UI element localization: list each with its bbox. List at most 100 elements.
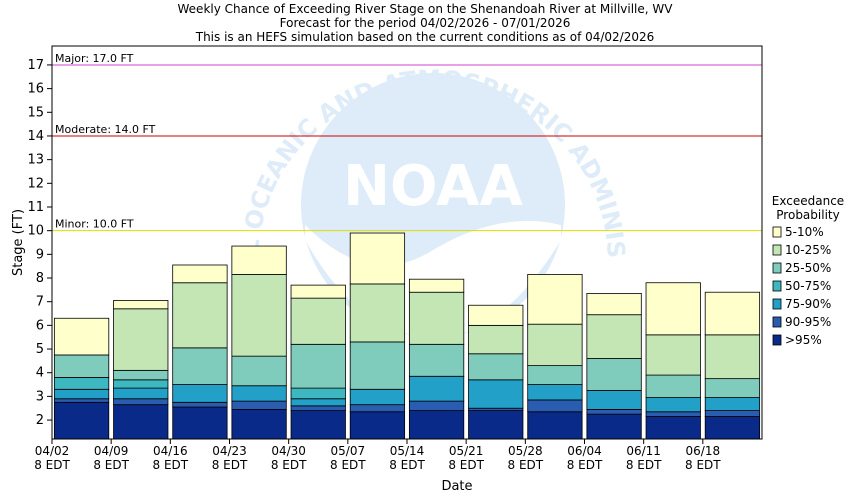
y-tick-label: 17	[27, 58, 44, 73]
x-tick-label: 06/11	[626, 444, 661, 458]
bar-segment	[408, 343, 465, 377]
bar-segment	[704, 378, 761, 398]
bar-segment	[645, 334, 701, 376]
bar-segment	[408, 400, 465, 411]
x-tick-label: 05/14	[390, 444, 425, 458]
legend-swatch	[772, 244, 782, 256]
legend-title: Probability	[776, 208, 839, 222]
x-tick-sublabel: 8 EDT	[271, 458, 307, 472]
bar-segment	[113, 308, 169, 371]
bar-segment	[349, 341, 406, 390]
x-tick-sublabel: 8 EDT	[626, 458, 662, 472]
y-tick-label: 15	[27, 105, 44, 120]
chart-title: Weekly Chance of Exceeding River Stage o…	[177, 2, 673, 16]
bar-segment	[290, 387, 346, 400]
chart-subtitle: Forecast for the period 04/02/2026 - 07/…	[279, 16, 571, 30]
legend-label: 25-50%	[785, 261, 831, 275]
legend-label: 90-95%	[785, 315, 831, 329]
bar-segment	[172, 401, 228, 408]
x-tick-sublabel: 8 EDT	[34, 458, 70, 472]
bar-segment	[468, 410, 524, 440]
y-tick-label: 12	[27, 176, 44, 191]
bar-segment	[645, 282, 701, 336]
legend-swatch	[772, 262, 782, 274]
bar-segment	[349, 411, 406, 440]
bar-segment	[53, 398, 110, 403]
y-tick-label: 9	[36, 247, 44, 262]
bar-segment	[231, 385, 287, 402]
bar-segment	[645, 397, 701, 413]
bar-segment	[704, 416, 761, 440]
bar-segment	[172, 384, 228, 403]
x-tick-label: 04/30	[271, 444, 306, 458]
bar-segment	[53, 388, 110, 400]
bar-segment	[586, 293, 642, 316]
bar-segment	[231, 409, 287, 440]
y-tick-label: 5	[36, 342, 44, 357]
legend-label: >95%	[785, 333, 822, 347]
bar-segment	[290, 410, 346, 440]
bar-segment	[172, 406, 228, 440]
bar-segment	[290, 398, 346, 407]
x-tick-label: 05/07	[331, 444, 366, 458]
x-tick-label: 04/16	[153, 444, 188, 458]
bar-segment	[290, 405, 346, 411]
bar-segment	[172, 347, 228, 385]
legend-label: 5-10%	[785, 225, 824, 239]
bar-segment	[113, 398, 169, 406]
bar-segment	[290, 343, 346, 389]
bar-segment	[527, 411, 583, 440]
legend-swatch	[772, 226, 782, 238]
bar-segment	[53, 401, 110, 440]
legend-swatch	[772, 280, 782, 292]
y-tick-label: 13	[27, 153, 44, 168]
bar-segment	[645, 411, 701, 417]
x-tick-label: 04/02	[35, 444, 70, 458]
bar-segment	[586, 409, 642, 415]
y-tick-label: 2	[36, 413, 44, 428]
y-tick-label: 7	[36, 295, 44, 310]
bar-segment	[704, 291, 761, 336]
bar-segment	[645, 416, 701, 440]
bar-segment	[408, 278, 465, 293]
bar-segment	[113, 369, 169, 381]
bar-segment	[645, 374, 701, 398]
bar-segment	[113, 404, 169, 440]
x-tick-sublabel: 8 EDT	[93, 458, 129, 472]
bar-segment	[290, 284, 346, 299]
y-tick-label: 8	[36, 271, 44, 286]
noaa-logo-text: NOAA	[343, 154, 523, 219]
bar-segment	[290, 297, 346, 345]
bar-segment	[468, 379, 524, 409]
legend-swatch	[772, 334, 782, 346]
bar-segment	[586, 314, 642, 359]
bar-segment	[172, 282, 228, 349]
bar-segment	[468, 324, 524, 355]
threshold-label: Minor: 10.0 FT	[55, 218, 134, 231]
bar-segment	[349, 404, 406, 413]
bar-segment	[704, 334, 761, 380]
legend-swatch	[772, 316, 782, 328]
legend-label: 10-25%	[785, 243, 831, 257]
bar-segment	[704, 397, 761, 411]
y-tick-label: 11	[27, 200, 44, 215]
y-tick-label: 14	[27, 129, 44, 144]
y-tick-label: 10	[27, 224, 44, 239]
bar-segment	[231, 355, 287, 387]
bar-segment	[349, 388, 406, 406]
x-tick-sublabel: 8 EDT	[508, 458, 544, 472]
bar-segment	[527, 365, 583, 385]
x-tick-sublabel: 8 EDT	[212, 458, 248, 472]
bar-segment	[113, 387, 169, 400]
bar-segment	[172, 264, 228, 284]
bar-segment	[113, 379, 169, 389]
x-axis-label: Date	[441, 479, 472, 494]
y-tick-label: 3	[36, 389, 44, 404]
bar-segment	[408, 375, 465, 402]
bar-segment	[586, 413, 642, 440]
x-tick-sublabel: 8 EDT	[448, 458, 484, 472]
threshold-label: Moderate: 14.0 FT	[55, 123, 156, 136]
bar-segment	[468, 304, 524, 326]
bar-segment	[408, 410, 465, 440]
